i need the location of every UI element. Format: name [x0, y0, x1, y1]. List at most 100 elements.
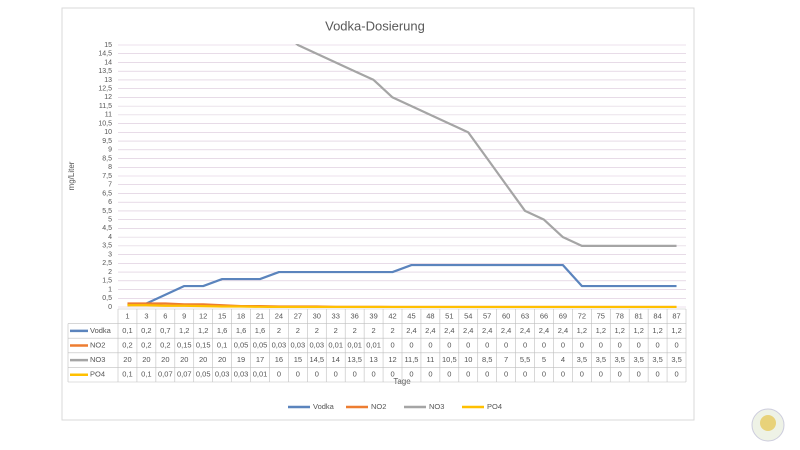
table-cell: 0 [561, 370, 565, 379]
table-cell: 2,4 [425, 326, 435, 335]
table-cell: 0,05 [253, 340, 268, 349]
table-cell: 0 [409, 340, 413, 349]
table-cell: 20 [218, 355, 226, 364]
table-cell: 2,4 [539, 326, 549, 335]
logo [751, 408, 785, 442]
table-cell: 20 [199, 355, 207, 364]
y-tick-label: 2,5 [102, 260, 112, 267]
table-cell: 0,01 [328, 340, 343, 349]
table-cell: 0,2 [141, 340, 151, 349]
chart-frame [61, 7, 695, 421]
x-tick-label: 69 [559, 311, 567, 320]
table-cell: 14,5 [309, 355, 324, 364]
y-tick-label: 11 [105, 112, 112, 119]
table-series-name: NO3 [90, 355, 105, 364]
legend-label: NO2 [371, 402, 386, 411]
table-cell: 0,2 [160, 340, 170, 349]
table-cell: 0 [409, 370, 413, 379]
y-tick-label: 12,5 [98, 86, 112, 93]
table-cell: 3,5 [652, 355, 662, 364]
legend-label: PO4 [487, 402, 502, 411]
x-tick-label: 87 [672, 311, 680, 320]
x-tick-label: 84 [653, 311, 661, 320]
table-cell: 0 [504, 340, 508, 349]
table-cell: 20 [142, 355, 150, 364]
x-tick-label: 48 [426, 311, 434, 320]
y-tick-label: 13 [104, 77, 112, 84]
y-tick-label: 3,5 [102, 243, 112, 250]
table-cell: 0,1 [141, 370, 151, 379]
table-cell: 0,7 [160, 326, 170, 335]
table-cell: 2,4 [520, 326, 530, 335]
table-cell: 0 [599, 370, 603, 379]
x-tick-label: 66 [540, 311, 548, 320]
y-tick-label: 15 [104, 42, 112, 49]
table-cell: 0 [618, 370, 622, 379]
table-cell: 0 [674, 340, 678, 349]
x-tick-label: 33 [332, 311, 340, 320]
table-cell: 4 [561, 355, 565, 364]
table-cell: 1,6 [255, 326, 265, 335]
table-cell: 3,5 [577, 355, 587, 364]
table-cell: 0 [466, 340, 470, 349]
table-cell: 13,5 [347, 355, 362, 364]
table-cell: 0 [580, 340, 584, 349]
table-cell: 0 [390, 340, 394, 349]
y-tick-label: 0 [108, 304, 112, 311]
table-cell: 20 [180, 355, 188, 364]
table-cell: 0,1 [122, 326, 132, 335]
table-cell: 2 [277, 326, 281, 335]
table-cell: 2 [390, 326, 394, 335]
x-tick-label: 18 [237, 311, 245, 320]
y-tick-label: 9 [108, 147, 112, 154]
y-tick-label: 5 [108, 217, 112, 224]
table-cell: 0 [277, 370, 281, 379]
table-cell: 0 [447, 340, 451, 349]
x-tick-label: 24 [275, 311, 283, 320]
table-cell: 2 [296, 326, 300, 335]
table-cell: 1,2 [652, 326, 662, 335]
table-cell: 7 [504, 355, 508, 364]
x-tick-label: 27 [294, 311, 302, 320]
table-cell: 0,2 [141, 326, 151, 335]
table-cell: 20 [123, 355, 131, 364]
table-cell: 0 [618, 340, 622, 349]
x-tick-label: 78 [616, 311, 624, 320]
table-cell: 19 [237, 355, 245, 364]
table-cell: 2,4 [463, 326, 473, 335]
table-cell: 0,03 [272, 340, 287, 349]
y-tick-label: 7,5 [102, 173, 112, 180]
table-cell: 12 [388, 355, 396, 364]
y-tick-label: 2 [108, 269, 112, 276]
table-cell: 2 [353, 326, 357, 335]
table-cell: 0,2 [122, 340, 132, 349]
table-cell: 5 [542, 355, 546, 364]
table-cell: 0 [334, 370, 338, 379]
chart-title: Vodka-Dosierung [325, 18, 425, 33]
table-cell: 0 [485, 340, 489, 349]
table-cell: 0 [315, 370, 319, 379]
legend-label: Vodka [313, 402, 335, 411]
table-cell: 20 [161, 355, 169, 364]
x-tick-label: 39 [369, 311, 377, 320]
x-tick-label: 42 [388, 311, 396, 320]
table-cell: 11,5 [404, 355, 418, 364]
y-tick-label: 7 [108, 182, 112, 189]
x-tick-label: 15 [218, 311, 226, 320]
x-tick-label: 12 [199, 311, 207, 320]
y-tick-label: 1 [108, 286, 112, 293]
table-cell: 11 [427, 355, 435, 364]
table-cell: 13 [369, 355, 377, 364]
y-tick-label: 12 [104, 94, 112, 101]
series-line [127, 263, 677, 307]
table-cell: 1,2 [671, 326, 681, 335]
x-tick-label: 81 [634, 311, 642, 320]
y-tick-label: 5,5 [102, 208, 112, 215]
table-cell: 1,2 [577, 326, 587, 335]
table-cell: 0 [656, 340, 660, 349]
x-tick-label: 51 [445, 311, 453, 320]
table-cell: 1,2 [179, 326, 189, 335]
table-cell: 1,2 [615, 326, 625, 335]
table-cell: 8,5 [482, 355, 492, 364]
